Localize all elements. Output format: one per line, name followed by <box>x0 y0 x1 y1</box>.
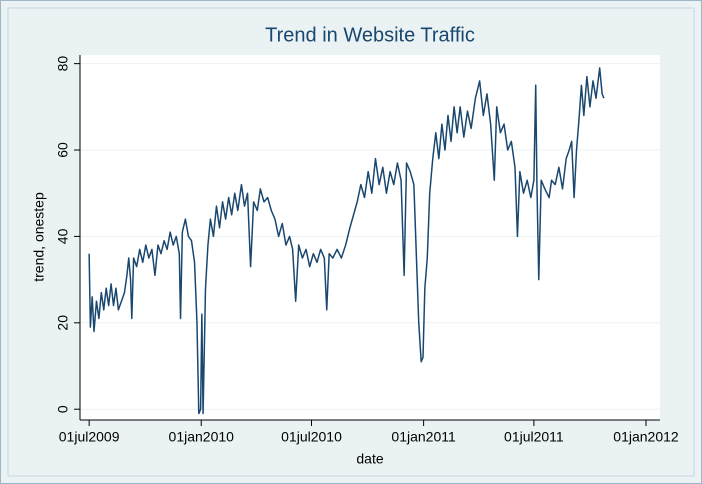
y-axis-title: trend, onestep <box>31 192 47 282</box>
x-tick-label: 01jul2011 <box>504 429 564 445</box>
y-tick-label: 80 <box>55 56 71 72</box>
x-tick-label: 01jul2010 <box>281 429 342 445</box>
plot-area <box>80 55 660 420</box>
y-tick-label: 40 <box>55 228 71 244</box>
x-tick-label: 01jul2009 <box>59 429 120 445</box>
y-tick-label: 60 <box>55 142 71 158</box>
x-axis-title: date <box>356 451 383 467</box>
x-tick-label: 01jan2011 <box>391 429 456 445</box>
y-tick-label: 20 <box>55 315 71 331</box>
x-tick-label: 01jan2012 <box>613 429 679 445</box>
x-tick-label: 01jan2010 <box>169 429 235 445</box>
chart-title: Trend in Website Traffic <box>265 24 475 46</box>
data-line <box>88 67 605 415</box>
y-tick-label: 0 <box>55 405 71 413</box>
